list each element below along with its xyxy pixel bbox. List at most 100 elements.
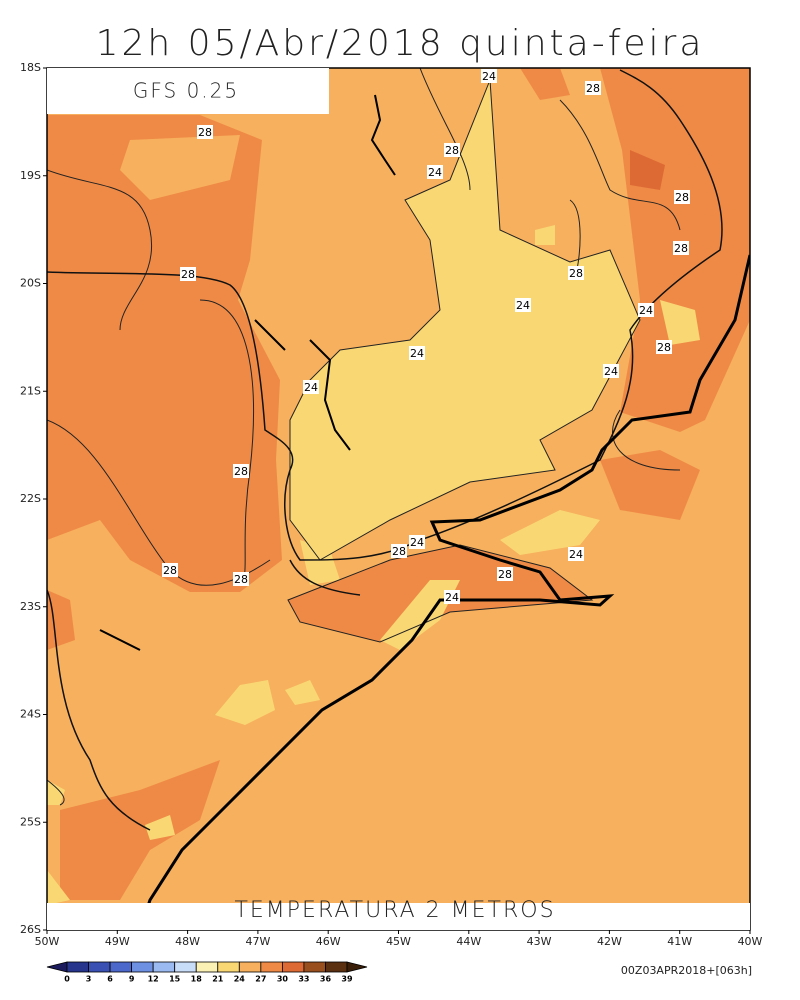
contour-label: 24 [410,536,424,549]
lon-label: 40W [738,935,763,948]
contour-label-box [585,81,601,95]
lat-label: 18S [20,61,41,74]
lon-label: 41W [667,935,692,948]
state-borders [47,69,723,831]
colorbar-segment [174,961,197,973]
warm-region [47,590,75,650]
lon-label: 42W [597,935,622,948]
contour-label-box [233,572,249,586]
reservoirs [99,94,396,651]
title: 12h 05/Abr/2018 quinta-feira [96,23,705,64]
colorbar-label: 6 [107,975,113,984]
lon-label: 49W [105,935,130,948]
contour-label-box [391,544,407,558]
cool-region [535,225,555,245]
colorbar-label: 30 [277,975,289,984]
colorbar-segment [303,961,326,973]
lon-label: 47W [245,935,270,948]
lat-label: 23S [20,600,41,613]
cool-region [290,80,640,560]
contour-label-box [444,143,460,157]
lon-label: 43W [527,935,552,948]
contour-label: 24 [445,591,459,604]
contour-label-box [568,266,584,280]
contour-label: 28 [392,545,406,558]
colorbar-segment [195,961,219,973]
contour-label: 24 [428,166,442,179]
colorbar-segment [325,961,348,973]
colorbar-label: 27 [255,975,266,984]
colorbar-arrow [46,961,68,973]
contour-label: 28 [498,568,512,581]
colorbar-label: 33 [298,975,309,984]
contour-label: 24 [516,299,530,312]
contour-label: 28 [445,144,459,157]
colorbar-label: 18 [191,975,203,984]
cool-region [285,680,320,705]
model-box [47,68,329,114]
lat-label: 25S [20,815,41,828]
contour-label-box [497,567,513,581]
contour-label: 24 [639,304,653,317]
contour-label-box [638,303,654,317]
contour-label: 28 [181,268,195,281]
contour-label: 28 [674,242,688,255]
colorbar-segment [281,961,305,973]
contour-label-box [444,590,460,604]
colorbar-segment [217,961,240,973]
cool-region [47,780,65,805]
lat-label: 22S [20,492,41,505]
contour-label-box [674,190,690,204]
contour-label: 24 [410,347,424,360]
lat-label: 20S [20,277,41,290]
contour-label: 28 [657,341,671,354]
contour-label: 24 [482,70,496,83]
contour-label-box [673,241,689,255]
colorbar-label: 21 [212,975,224,984]
colorbar-arrow [346,961,368,973]
contour-label: 24 [304,381,318,394]
contour-label: 28 [569,267,583,280]
cool-region [215,680,275,725]
contour-label-box [427,165,443,179]
colorbar-segment [152,961,176,973]
cool-region [300,540,340,585]
contour-label-box [481,69,497,83]
contour-label: 28 [234,465,248,478]
contour-label-box [303,380,319,394]
cool-region [47,870,70,905]
colorbar-label: 39 [341,975,353,984]
lon-label: 50W [35,935,60,948]
contour-label-box [180,267,196,281]
lat-label: 24S [20,708,41,721]
warm-region [60,760,220,900]
field-box [47,903,750,930]
model-label: GFS 0.25 [133,79,239,103]
hot-region [630,150,665,190]
contour-label: 28 [163,564,177,577]
colorbar-label: 12 [148,975,159,984]
map-area [47,68,750,930]
lon-label: 44W [456,935,481,948]
lat-label: 26S [20,923,41,936]
cool-region [660,300,700,345]
contour-label: 28 [198,126,212,139]
colorbar-label: 24 [234,975,246,984]
lat-label: 19S [20,169,41,182]
colorbar-segment [260,961,283,973]
contour-label: 28 [234,573,248,586]
contour-label-box [409,535,425,549]
contour-label-box [162,563,178,577]
lon-label: 48W [175,935,200,948]
contour-label: 24 [604,365,618,378]
warm-region [600,450,700,520]
colorbar-segment [131,961,154,973]
cool-region [380,580,460,650]
contour-label-box [656,340,672,354]
contour-label: 28 [675,191,689,204]
lon-label: 46W [316,935,341,948]
lon-label: 45W [386,935,411,948]
contour-label-box [568,547,584,561]
